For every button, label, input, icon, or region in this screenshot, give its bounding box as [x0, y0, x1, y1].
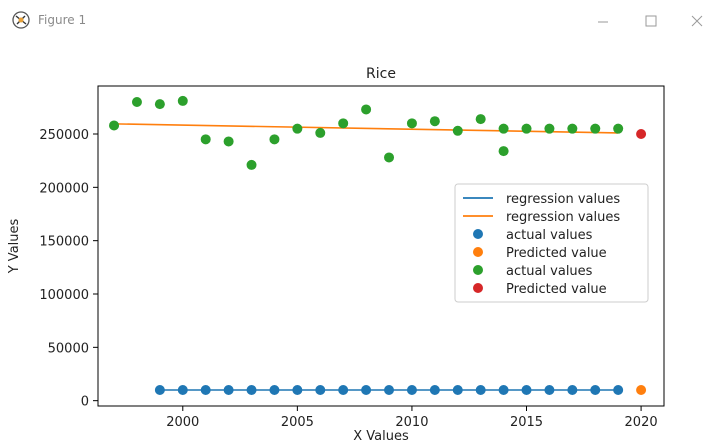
data-point — [177, 385, 188, 395]
close-icon[interactable] — [680, 8, 714, 34]
x-axis-label: X Values — [353, 429, 409, 440]
y-axis-label: Y Values — [7, 219, 22, 275]
data-point — [613, 385, 624, 395]
legend-marker-swatch — [473, 283, 483, 293]
data-point — [338, 385, 349, 395]
x-tick-label: 2015 — [510, 415, 543, 430]
data-point — [429, 116, 440, 127]
y-tick-label: 50000 — [48, 341, 89, 356]
legend-label: actual values — [506, 228, 593, 243]
data-point — [246, 385, 257, 395]
data-point — [613, 123, 624, 134]
data-point — [475, 114, 486, 125]
legend-label: Predicted value — [506, 246, 607, 261]
data-point — [590, 385, 601, 395]
legend-box — [454, 183, 649, 303]
window-title: Figure 1 — [38, 13, 87, 27]
chart-title: Rice — [366, 66, 396, 82]
data-point — [361, 104, 372, 115]
data-point — [521, 385, 532, 395]
data-point — [384, 385, 395, 395]
data-point — [338, 118, 349, 129]
data-point — [452, 125, 463, 136]
data-point — [200, 134, 211, 145]
data-point — [154, 385, 165, 395]
data-point — [590, 123, 601, 134]
predicted-point — [636, 129, 647, 139]
legend-marker-swatch — [473, 229, 483, 239]
data-point — [223, 136, 234, 147]
legend-marker-swatch — [473, 265, 483, 275]
data-point — [246, 159, 257, 170]
figure-canvas: Rice 2000 2005 2010 2015 2020 0 50000 100000 1500… — [0, 42, 721, 444]
y-tick-label: 100000 — [39, 288, 89, 303]
data-point — [223, 385, 234, 395]
data-point — [521, 123, 532, 134]
data-point — [406, 118, 417, 129]
data-point — [544, 123, 555, 134]
data-point — [567, 123, 578, 134]
data-point — [567, 385, 578, 395]
data-point — [498, 123, 509, 134]
maximize-icon[interactable] — [634, 8, 668, 34]
x-tick-label: 2005 — [281, 415, 314, 430]
data-point — [315, 127, 326, 138]
data-point — [315, 385, 326, 395]
predicted-point — [636, 385, 647, 395]
data-point — [544, 385, 555, 395]
data-point — [269, 385, 280, 395]
x-tick-label: 2020 — [625, 415, 658, 430]
x-tick-label: 2010 — [395, 415, 428, 430]
figure-app-icon — [12, 11, 30, 29]
legend-label: regression values — [506, 210, 620, 225]
legend-label: Predicted value — [506, 282, 607, 297]
data-point — [109, 120, 120, 131]
minimize-icon[interactable] — [586, 8, 620, 34]
data-point — [177, 95, 188, 106]
data-point — [131, 97, 142, 107]
data-point — [498, 385, 509, 395]
data-point — [292, 123, 303, 134]
legend-label: regression values — [506, 192, 620, 207]
legend-label: actual values — [506, 264, 593, 279]
data-point — [384, 152, 395, 163]
y-tick-label: 150000 — [39, 235, 89, 250]
y-tick-label: 200000 — [39, 181, 89, 196]
y-tick-label: 0 — [81, 395, 89, 410]
data-point — [452, 385, 463, 395]
window-titlebar: Figure 1 — [0, 0, 721, 42]
rice-chart: Rice 2000 2005 2010 2015 2020 0 50000 100000 1500… — [7, 66, 665, 444]
data-point — [200, 385, 211, 395]
data-point — [292, 385, 303, 395]
data-point — [406, 385, 417, 395]
data-point — [154, 99, 165, 110]
x-tick-label: 2000 — [166, 415, 199, 430]
data-point — [498, 146, 509, 157]
regression-line — [114, 123, 619, 134]
data-point — [475, 385, 486, 395]
legend-marker-swatch — [473, 247, 483, 257]
data-point — [361, 385, 372, 395]
data-point — [429, 385, 440, 395]
data-point — [269, 134, 280, 145]
y-tick-label: 250000 — [39, 128, 89, 143]
